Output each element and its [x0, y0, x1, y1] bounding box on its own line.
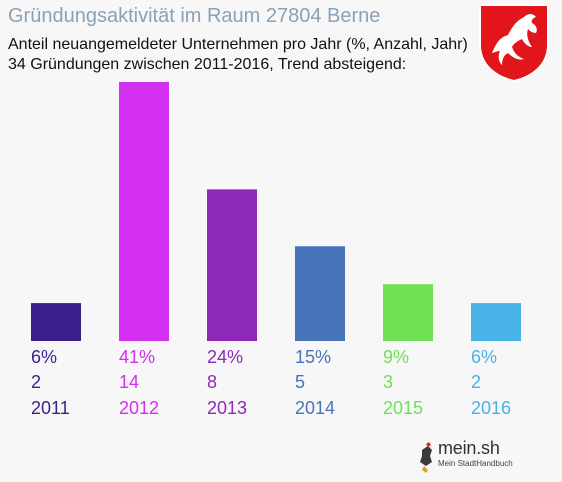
- chart-title: Gründungsaktivität im Raum 27804 Berne: [8, 5, 381, 27]
- percent-label-2012: 41%: [119, 347, 155, 367]
- percent-label-2014: 15%: [295, 347, 331, 367]
- brand-name: mein.sh: [438, 438, 500, 458]
- year-label-2014: 2014: [295, 398, 335, 418]
- bar-2016: [471, 303, 521, 341]
- year-label-2011: 2011: [31, 398, 70, 418]
- bar-2014: [295, 246, 345, 341]
- percent-label-2015: 9%: [383, 347, 409, 367]
- count-label-2016: 2: [471, 372, 481, 392]
- count-label-2013: 8: [207, 372, 217, 392]
- bar-2015: [383, 284, 433, 341]
- lower-saxony-horse-crest-icon: [479, 4, 549, 83]
- year-label-2016: 2016: [471, 398, 511, 418]
- bar-2013: [207, 189, 257, 341]
- percent-label-2011: 6%: [31, 347, 57, 367]
- bar-2012: [119, 82, 169, 341]
- chart-subtitle-line-2: 34 Gründungen zwischen 2011-2016, Trend …: [8, 56, 407, 73]
- mein-sh-logo: [414, 436, 526, 476]
- year-label-2013: 2013: [207, 398, 247, 418]
- percent-label-2013: 24%: [207, 347, 243, 367]
- year-label-2015: 2015: [383, 398, 423, 418]
- brand-tagline: Mein StadtHandbuch: [438, 459, 513, 468]
- chart-subtitle-line-1: Anteil neuangemeldeter Unternehmen pro J…: [8, 36, 468, 53]
- bar-2011: [31, 303, 81, 341]
- count-label-2012: 14: [119, 372, 139, 392]
- count-label-2011: 2: [31, 372, 41, 392]
- percent-label-2016: 6%: [471, 347, 497, 367]
- year-label-2012: 2012: [119, 398, 159, 418]
- count-label-2015: 3: [383, 372, 393, 392]
- count-label-2014: 5: [295, 372, 305, 392]
